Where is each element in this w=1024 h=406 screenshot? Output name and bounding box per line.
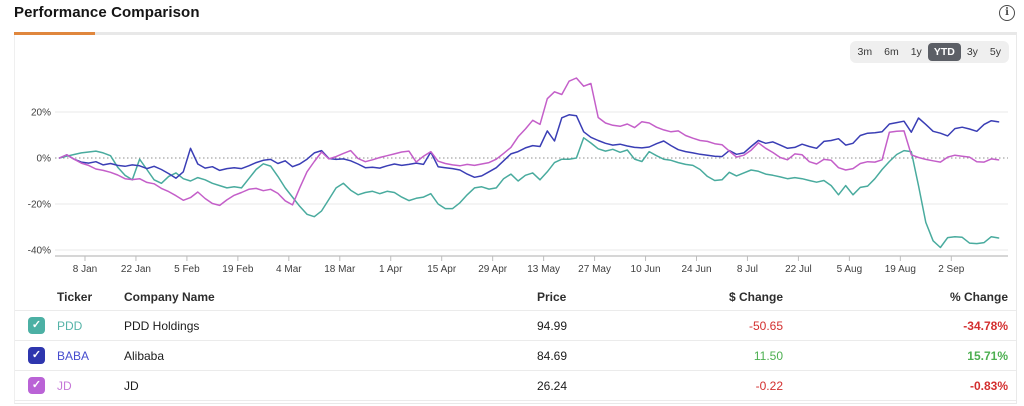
ticker-link-jd[interactable]: JD <box>57 378 72 393</box>
x-axis-label: 4 Mar <box>276 264 302 275</box>
info-icon[interactable]: i <box>999 5 1015 21</box>
x-axis-label: 15 Apr <box>427 264 457 275</box>
header-price: Price <box>537 290 567 304</box>
table-header-row: Ticker Company Name Price $ Change % Cha… <box>15 284 1016 310</box>
x-axis-label: 29 Apr <box>478 264 508 275</box>
price-value: 94.99 <box>537 318 568 333</box>
checkbox-cell: ✓ <box>15 347 57 364</box>
y-axis-label: -20% <box>28 200 51 211</box>
dollar-change-value: -0.22 <box>755 378 783 393</box>
table-row-jd: ✓ JD JD 26.24 -0.22 -0.83% <box>15 370 1016 401</box>
table-row-baba: ✓ BABA Alibaba 84.69 11.50 15.71% <box>15 340 1016 370</box>
x-axis-label: 19 Feb <box>222 264 254 275</box>
table-row-pdd: ✓ PDD PDD Holdings 94.99 -50.65 -34.78% <box>15 310 1016 340</box>
checkbox-cell: ✓ <box>15 377 57 394</box>
series-checkbox-jd[interactable]: ✓ <box>28 377 45 394</box>
table-body: ✓ PDD PDD Holdings 94.99 -50.65 -34.78% ✓ BABA A… <box>15 310 1016 401</box>
header-company-name: Company Name <box>124 290 215 304</box>
accent-bar <box>14 32 95 35</box>
x-axis-label: 13 May <box>527 264 560 275</box>
series-line-baba <box>58 114 1000 179</box>
range-button-1y[interactable]: 1y <box>910 46 922 58</box>
ticker-table: Ticker Company Name Price $ Change % Cha… <box>15 284 1016 401</box>
series-line-pdd <box>58 137 1000 249</box>
x-axis-label: 10 Jun <box>631 264 661 275</box>
performance-comparison-card: 3m 6m 1y YTD 3y 5y 20% 0% -20% -40% 8 Jan 22 Jan 5 … <box>14 32 1017 404</box>
y-axis-label: 20% <box>31 108 51 119</box>
page-title: Performance Comparison <box>14 4 200 21</box>
percent-change-value: -0.83% <box>969 378 1008 393</box>
performance-chart-svg: 20% 0% -20% -40% 8 Jan 22 Jan 5 Feb 19 Feb 4 Mar… <box>28 77 1008 275</box>
x-axis-label: 5 Aug <box>837 264 863 275</box>
range-button-3m[interactable]: 3m <box>857 46 873 58</box>
x-axis-label: 22 Jul <box>785 264 812 275</box>
performance-chart: 20% 0% -20% -40% 8 Jan 22 Jan 5 Feb 19 Feb 4 Mar… <box>15 35 1016 283</box>
x-axis-label: 22 Jan <box>121 264 151 275</box>
x-axis-label: 8 Jul <box>737 264 758 275</box>
x-axis-label: 24 Jun <box>681 264 711 275</box>
dollar-change-value: -50.65 <box>748 318 783 333</box>
percent-change-value: -34.78% <box>963 318 1008 333</box>
company-name: PDD Holdings <box>124 318 200 333</box>
price-value: 84.69 <box>537 348 568 363</box>
dollar-change-value: 11.50 <box>753 348 783 363</box>
series-checkbox-pdd[interactable]: ✓ <box>28 317 45 334</box>
y-axis-label: 0% <box>37 154 52 165</box>
company-name: Alibaba <box>124 348 165 363</box>
x-axis-label: 27 May <box>578 264 611 275</box>
range-button-ytd[interactable]: YTD <box>927 43 961 61</box>
range-button-3y[interactable]: 3y <box>966 46 978 58</box>
header-ticker: Ticker <box>57 290 93 304</box>
checkbox-cell: ✓ <box>15 317 57 334</box>
x-axis-label: 19 Aug <box>885 264 916 275</box>
x-axis-label: 2 Sep <box>938 264 965 275</box>
company-name: JD <box>124 378 139 393</box>
series-checkbox-baba[interactable]: ✓ <box>28 347 45 364</box>
price-value: 26.24 <box>537 378 568 393</box>
x-axis-label: 1 Apr <box>379 264 403 275</box>
ticker-link-pdd[interactable]: PDD <box>57 318 83 333</box>
y-axis-label: -40% <box>28 246 51 257</box>
x-axis-label: 8 Jan <box>73 264 97 275</box>
ticker-link-baba[interactable]: BABA <box>57 348 90 363</box>
time-range-selector: 3m 6m 1y YTD 3y 5y <box>849 41 1009 63</box>
x-axis-label: 5 Feb <box>174 264 200 275</box>
header-dollar-change: $ Change <box>728 290 783 304</box>
series-line-jd <box>58 77 1000 207</box>
header-percent-change: % Change <box>949 290 1008 304</box>
range-button-5y[interactable]: 5y <box>989 46 1001 58</box>
x-axis-label: 18 Mar <box>324 264 356 275</box>
range-button-6m[interactable]: 6m <box>884 46 899 58</box>
percent-change-value: 15.71% <box>967 348 1008 363</box>
